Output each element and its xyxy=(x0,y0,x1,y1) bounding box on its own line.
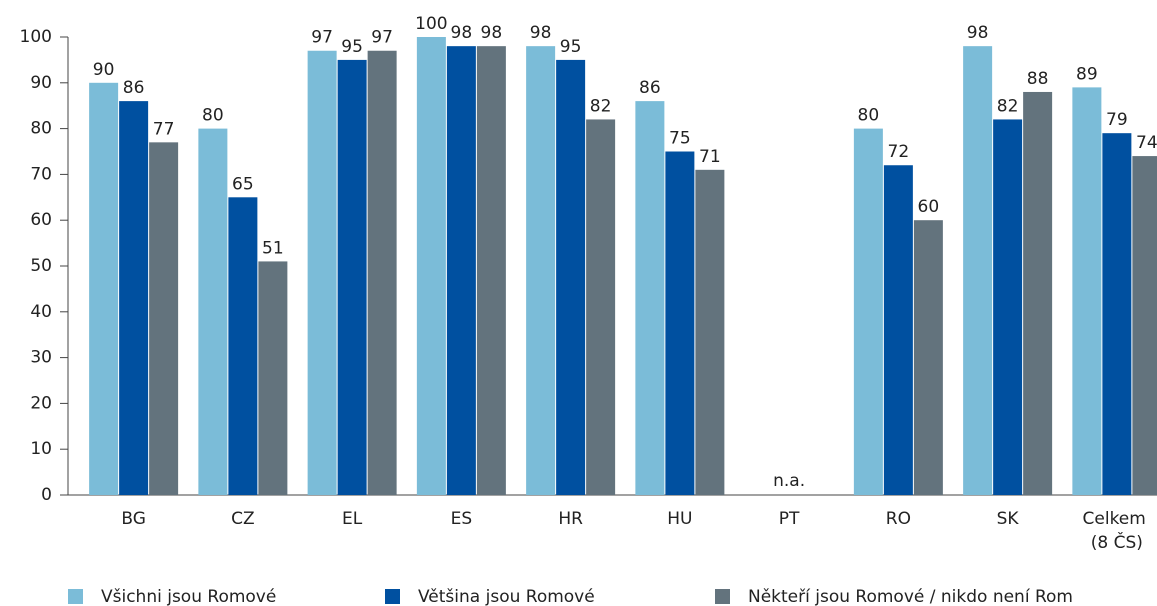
y-tick-label: 50 xyxy=(30,256,52,276)
bar xyxy=(1102,133,1132,495)
x-tick-label: PT xyxy=(779,509,800,529)
bar xyxy=(367,50,397,496)
legend-label: Někteří jsou Romové / nikdo není Rom xyxy=(748,587,1073,606)
value-label: 60 xyxy=(918,197,940,217)
value-label: 98 xyxy=(530,23,552,43)
bar xyxy=(913,220,943,495)
value-label: 86 xyxy=(639,78,661,98)
bar xyxy=(198,128,228,495)
legend-swatch xyxy=(68,589,83,604)
value-label: 77 xyxy=(153,119,175,139)
y-tick-label: 90 xyxy=(30,73,52,93)
value-label: 79 xyxy=(1106,110,1128,130)
bar xyxy=(556,59,586,496)
value-label: 74 xyxy=(1136,133,1157,153)
value-label: 82 xyxy=(590,96,612,116)
missing-label: n.a. xyxy=(773,471,805,491)
x-tick-label: RO xyxy=(886,509,911,529)
value-label: 65 xyxy=(232,174,254,194)
value-label: 80 xyxy=(202,106,224,126)
x-tick-label: ES xyxy=(451,509,473,529)
y-tick-label: 40 xyxy=(30,302,52,322)
value-label: 97 xyxy=(371,28,393,48)
bar xyxy=(476,46,506,495)
legend-label: Všichni jsou Romové xyxy=(101,587,276,606)
bar xyxy=(446,46,476,495)
value-label: 71 xyxy=(699,147,721,167)
x-tick-label: CZ xyxy=(231,509,255,529)
value-label: 89 xyxy=(1076,64,1098,84)
x-tick-label: HR xyxy=(558,509,583,529)
value-label: 86 xyxy=(123,78,145,98)
bar xyxy=(963,46,993,495)
bar xyxy=(1023,91,1053,496)
x-tick-label: EL xyxy=(342,509,363,529)
value-label: 98 xyxy=(481,23,503,43)
value-label: 82 xyxy=(997,96,1019,116)
bar xyxy=(993,119,1023,495)
bar xyxy=(883,165,913,496)
bar xyxy=(307,50,337,496)
y-tick-label: 100 xyxy=(20,27,52,47)
value-label: 51 xyxy=(262,238,284,258)
legend-label: Většina jsou Romové xyxy=(418,587,595,606)
bar xyxy=(586,119,616,495)
value-label: 95 xyxy=(341,37,363,57)
x-tick-label: Celkem (8 ČS) xyxy=(1083,509,1152,553)
bar xyxy=(149,142,179,495)
bar xyxy=(1072,87,1102,495)
legend-swatch xyxy=(715,589,730,604)
value-label: 100 xyxy=(415,14,447,34)
value-label: 80 xyxy=(858,106,880,126)
value-label: 88 xyxy=(1027,69,1049,89)
value-label: 98 xyxy=(967,23,989,43)
bar xyxy=(119,101,149,496)
bar xyxy=(228,197,258,496)
bar xyxy=(635,101,665,496)
y-tick-label: 0 xyxy=(41,485,52,505)
x-tick-label: BG xyxy=(121,509,146,529)
legend-swatch xyxy=(385,589,400,604)
bar xyxy=(665,151,695,495)
bar xyxy=(416,37,446,495)
y-tick-label: 20 xyxy=(30,393,52,413)
y-tick-label: 30 xyxy=(30,348,52,368)
value-label: 90 xyxy=(93,60,115,80)
x-tick-label: HU xyxy=(667,509,692,529)
y-tick-label: 70 xyxy=(30,164,52,184)
bar xyxy=(853,128,883,495)
y-tick-label: 60 xyxy=(30,210,52,230)
x-tick-label: SK xyxy=(997,509,1020,529)
value-label: 75 xyxy=(669,129,691,149)
bar xyxy=(258,261,288,495)
value-label: 97 xyxy=(311,28,333,48)
value-label: 95 xyxy=(560,37,582,57)
y-tick-label: 80 xyxy=(30,119,52,139)
bar xyxy=(337,59,367,496)
value-label: 98 xyxy=(451,23,473,43)
bar xyxy=(1132,156,1157,495)
bar xyxy=(89,82,119,496)
bar xyxy=(526,46,556,495)
value-label: 72 xyxy=(888,142,910,162)
y-tick-label: 10 xyxy=(30,439,52,459)
bar xyxy=(695,169,725,495)
